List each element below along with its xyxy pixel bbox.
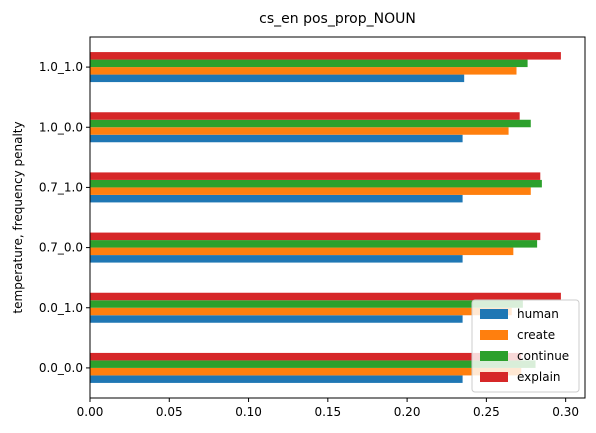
axes-frame	[89, 36, 586, 399]
y-tick-label: 0.0_1.0	[39, 301, 83, 315]
chart-title: cs_en pos_prop_NOUN	[259, 11, 416, 27]
x-ticks: 0.00 0.05 0.10 0.15 0.20 0.25 0.30	[77, 398, 579, 419]
bar-create-0.7_0.0	[90, 247, 514, 256]
bar-human-1.0_1.0	[90, 74, 465, 83]
bar-explain-1.0_1.0	[90, 52, 561, 60]
x-tick-label: 0.10	[235, 405, 262, 419]
y-tick-label: 1.0_0.0	[39, 120, 83, 134]
legend-swatch-create	[480, 330, 508, 340]
bar-continue-1.0_0.0	[90, 119, 531, 128]
bars-group	[90, 52, 561, 383]
legend: human create continue explain	[471, 299, 580, 393]
bar-human-0.7_0.0	[90, 255, 463, 263]
bar-create-0.0_1.0	[90, 307, 512, 316]
bar-continue-0.0_1.0	[90, 300, 523, 308]
bar-human-1.0_0.0	[90, 134, 463, 143]
x-tick-label: 0.25	[473, 405, 500, 419]
bar-human-0.0_0.0	[90, 375, 463, 383]
legend-swatch-explain	[480, 372, 508, 382]
legend-box	[471, 299, 580, 393]
x-tick-label: 0.15	[314, 405, 341, 419]
bar-explain-1.0_0.0	[90, 112, 520, 120]
x-tick-label: 0.20	[394, 405, 421, 419]
y-tick-label: 0.7_1.0	[39, 180, 83, 194]
bar-create-0.7_1.0	[90, 187, 531, 195]
bar-create-1.0_1.0	[90, 67, 517, 75]
bar-explain-0.7_1.0	[90, 172, 541, 180]
legend-swatch-continue	[480, 351, 508, 361]
bar-create-0.0_0.0	[90, 367, 522, 376]
legend-label-create: create	[517, 328, 555, 342]
bar-continue-0.7_0.0	[90, 240, 538, 248]
bar-explain-0.0_1.0	[90, 292, 561, 301]
legend-label-human: human	[517, 307, 559, 321]
y-axis-label: temperature, frequency penalty	[11, 121, 25, 313]
bar-human-0.7_1.0	[90, 194, 463, 203]
x-tick-label: 0.30	[552, 405, 579, 419]
y-ticks: 0.0_0.0 0.0_1.0 0.7_0.0 0.7_1.0 1.0_0.0 1.0_1…	[39, 60, 90, 375]
bar-continue-0.0_0.0	[90, 360, 536, 368]
bar-human-0.0_1.0	[90, 315, 463, 323]
y-tick-label: 1.0_1.0	[39, 60, 83, 74]
bar-explain-0.0_0.0	[90, 352, 522, 361]
bar-create-1.0_0.0	[90, 127, 509, 135]
bar-continue-1.0_1.0	[90, 59, 528, 68]
y-tick-label: 0.7_0.0	[39, 241, 83, 255]
legend-label-explain: explain	[517, 370, 561, 384]
bar-explain-0.7_0.0	[90, 232, 541, 241]
x-tick-label: 0.00	[77, 405, 104, 419]
x-tick-label: 0.05	[156, 405, 183, 419]
bar-continue-0.7_1.0	[90, 179, 542, 188]
y-tick-label: 0.0_0.0	[39, 361, 83, 375]
legend-label-continue: continue	[517, 349, 569, 363]
legend-swatch-human	[480, 309, 508, 319]
